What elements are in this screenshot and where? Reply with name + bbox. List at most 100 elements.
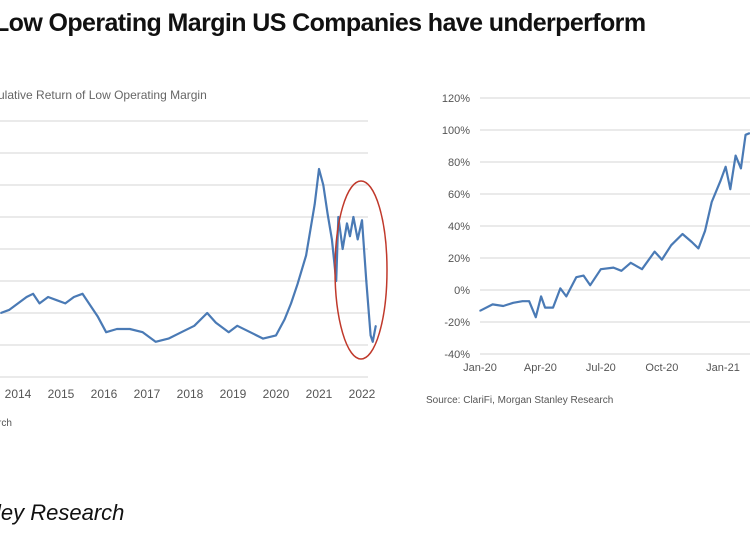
left-data-point	[154, 341, 157, 343]
left-data-point	[32, 293, 34, 295]
left-data-point	[262, 337, 264, 340]
left-data-point	[371, 341, 374, 343]
right-data-point	[620, 270, 623, 272]
right-data-point	[670, 244, 673, 246]
left-data-point	[275, 334, 277, 337]
footer-source: ley Research	[0, 500, 125, 525]
right-data-point	[710, 201, 713, 203]
right-data-point	[600, 268, 602, 271]
right-y-tick-label: 40%	[448, 221, 470, 233]
right-y-tick-label: -20%	[444, 317, 470, 329]
left-x-tick-label: 2016	[91, 387, 118, 401]
left-data-point	[8, 309, 11, 311]
right-data-point	[724, 166, 727, 168]
right-data-point	[491, 303, 494, 306]
left-data-point	[129, 328, 131, 330]
left-data-point	[105, 331, 107, 334]
right-data-point	[502, 305, 505, 307]
left-data-point	[318, 168, 320, 170]
left-data-point	[47, 296, 49, 298]
left-data-point	[236, 325, 239, 327]
right-data-point	[653, 250, 656, 253]
left-data-point	[331, 238, 333, 241]
left-chart-title: ulative Return of Low Operating Margin	[0, 88, 207, 102]
left-x-tick-label: 2018	[177, 387, 204, 401]
right-x-tick-label: Jan-20	[463, 362, 497, 374]
left-data-point	[356, 238, 359, 241]
left-data-point	[313, 203, 316, 205]
right-data-point	[681, 233, 684, 235]
left-x-tick-label: 2017	[134, 387, 161, 401]
left-data-point	[96, 315, 99, 318]
left-data-point	[346, 222, 348, 225]
right-data-point	[540, 295, 542, 298]
left-data-point	[90, 305, 92, 308]
left-x-tick-label: 2019	[220, 387, 247, 401]
left-data-point	[322, 184, 325, 186]
left-data-point	[326, 213, 329, 215]
right-chart-source: Source: ClariFi, Morgan Stanley Research	[426, 395, 614, 406]
right-data-point	[744, 134, 747, 136]
right-data-point	[582, 274, 585, 277]
right-data-point	[740, 167, 742, 170]
right-data-point	[552, 306, 554, 309]
left-data-point	[64, 302, 67, 305]
right-data-point	[629, 262, 632, 264]
left-data-point	[296, 283, 299, 286]
right-y-tick-label: 80%	[448, 157, 470, 169]
left-data-point	[352, 216, 355, 218]
left-x-tick-label: 2015	[48, 387, 75, 401]
right-data-point	[512, 302, 514, 304]
right-data-point	[565, 295, 568, 298]
left-data-point	[0, 312, 2, 314]
left-x-tick-label: 2022	[349, 387, 376, 401]
left-x-tick-label: 2021	[306, 387, 333, 401]
left-data-point	[141, 331, 144, 334]
right-y-tick-label: 100%	[442, 125, 470, 137]
right-x-tick-label: Oct-20	[645, 362, 678, 374]
right-y-tick-label: 60%	[448, 189, 470, 201]
right-x-tick-label: Jan-21	[706, 362, 740, 374]
right-data-point	[575, 276, 578, 279]
left-data-point	[349, 235, 351, 237]
right-data-point	[612, 266, 615, 269]
left-data-point	[227, 331, 230, 334]
right-y-tick-label: 20%	[448, 253, 470, 265]
left-data-point	[206, 312, 208, 314]
right-data-point	[479, 310, 481, 312]
right-data-point	[589, 284, 592, 287]
left-chart-source: rch	[0, 418, 12, 429]
right-data-point	[559, 287, 562, 290]
right-y-tick-label: -40%	[444, 349, 470, 361]
right-data-point	[719, 180, 722, 182]
left-data-point	[341, 248, 344, 250]
right-data-point	[697, 247, 700, 250]
left-data-point	[365, 280, 368, 282]
left-data-point	[73, 296, 75, 298]
left-series-line	[0, 167, 377, 343]
left-data-point	[249, 331, 251, 334]
left-x-tick-label: 2020	[263, 387, 290, 401]
left-data-point	[283, 318, 286, 321]
right-data-point	[534, 316, 537, 319]
left-data-point	[167, 337, 170, 340]
right-data-point	[690, 241, 693, 243]
left-data-point	[374, 325, 377, 327]
right-data-point	[544, 306, 546, 309]
right-y-tick-label: 120%	[442, 93, 470, 105]
left-data-point	[361, 219, 363, 221]
right-y-tick-label: 0%	[454, 285, 470, 297]
left-x-tick-label: 2014	[5, 387, 32, 401]
left-data-point	[25, 296, 28, 298]
left-data-point	[193, 325, 196, 327]
highlight-ellipse	[334, 180, 388, 360]
left-data-point	[305, 254, 307, 257]
left-data-point	[55, 299, 58, 302]
left-data-point	[180, 331, 183, 334]
right-data-point	[528, 300, 530, 303]
left-data-point	[290, 302, 292, 305]
right-data-point	[729, 188, 732, 190]
right-x-tick-label: Apr-20	[524, 362, 557, 374]
left-data-point	[17, 302, 19, 305]
